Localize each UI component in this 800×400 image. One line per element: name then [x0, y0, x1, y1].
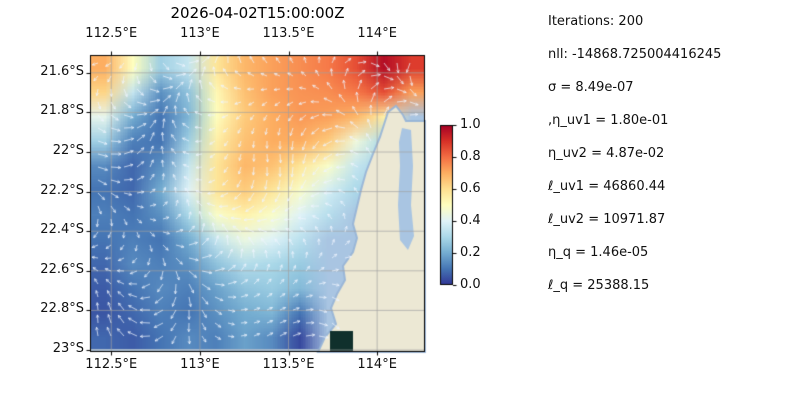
stat-ell-uv1: ℓ_uv1 = 46860.44 [548, 179, 666, 194]
lon-tick-label: 114°E [357, 26, 397, 41]
stat-eta-q: η_q = 1.46e-05 [548, 245, 649, 260]
colorbar-tick-label: 0.2 [460, 245, 481, 260]
lon-tick-label: 113.5°E [262, 26, 315, 41]
stat-sigma: σ = 8.49e-07 [548, 80, 634, 95]
plot-title: 2026-04-02T15:00:00Z [170, 4, 345, 22]
stat-nll: nll: -14868.725004416245 [548, 47, 722, 62]
lat-tick-label: 22.6°S [40, 261, 84, 277]
lat-tick-label: 22.8°S [40, 301, 84, 317]
stat-ell-uv2: ℓ_uv2 = 10971.87 [548, 212, 666, 227]
lat-tick-label: 21.6°S [40, 63, 84, 79]
stat-iterations: Iterations: 200 [548, 14, 644, 29]
lon-tick-label: 113°E [180, 26, 220, 41]
colorbar-tick-label: 0.4 [460, 213, 481, 228]
stat-ell-q: ℓ_q = 25388.15 [548, 278, 650, 293]
lat-tick-label: 23°S [52, 341, 84, 357]
lat-tick-label: 22.2°S [40, 182, 84, 198]
lon-tick-label: 114°E [357, 357, 397, 372]
colorbar-tick-label: 1.0 [460, 117, 481, 132]
lat-tick-label: 21.8°S [40, 103, 84, 119]
lat-tick-label: 22.4°S [40, 222, 84, 238]
lon-tick-label: 113.5°E [262, 357, 315, 372]
lon-tick-label: 113°E [180, 357, 220, 372]
stats-panel: Iterations: 200 nll: -14868.725004416245… [548, 14, 721, 311]
colorbar-tick-label: 0.6 [460, 181, 481, 196]
stat-eta-uv1: ,η_uv1 = 1.80e-01 [548, 113, 669, 128]
stat-eta-uv2: η_uv2 = 4.87e-02 [548, 146, 665, 161]
lon-tick-label: 112.5°E [85, 357, 138, 372]
colorbar-tick-label: 0.0 [460, 277, 481, 292]
lon-tick-label: 112.5°E [85, 26, 138, 41]
colorbar-tick-label: 0.8 [460, 149, 481, 164]
lat-tick-label: 22°S [52, 143, 84, 159]
